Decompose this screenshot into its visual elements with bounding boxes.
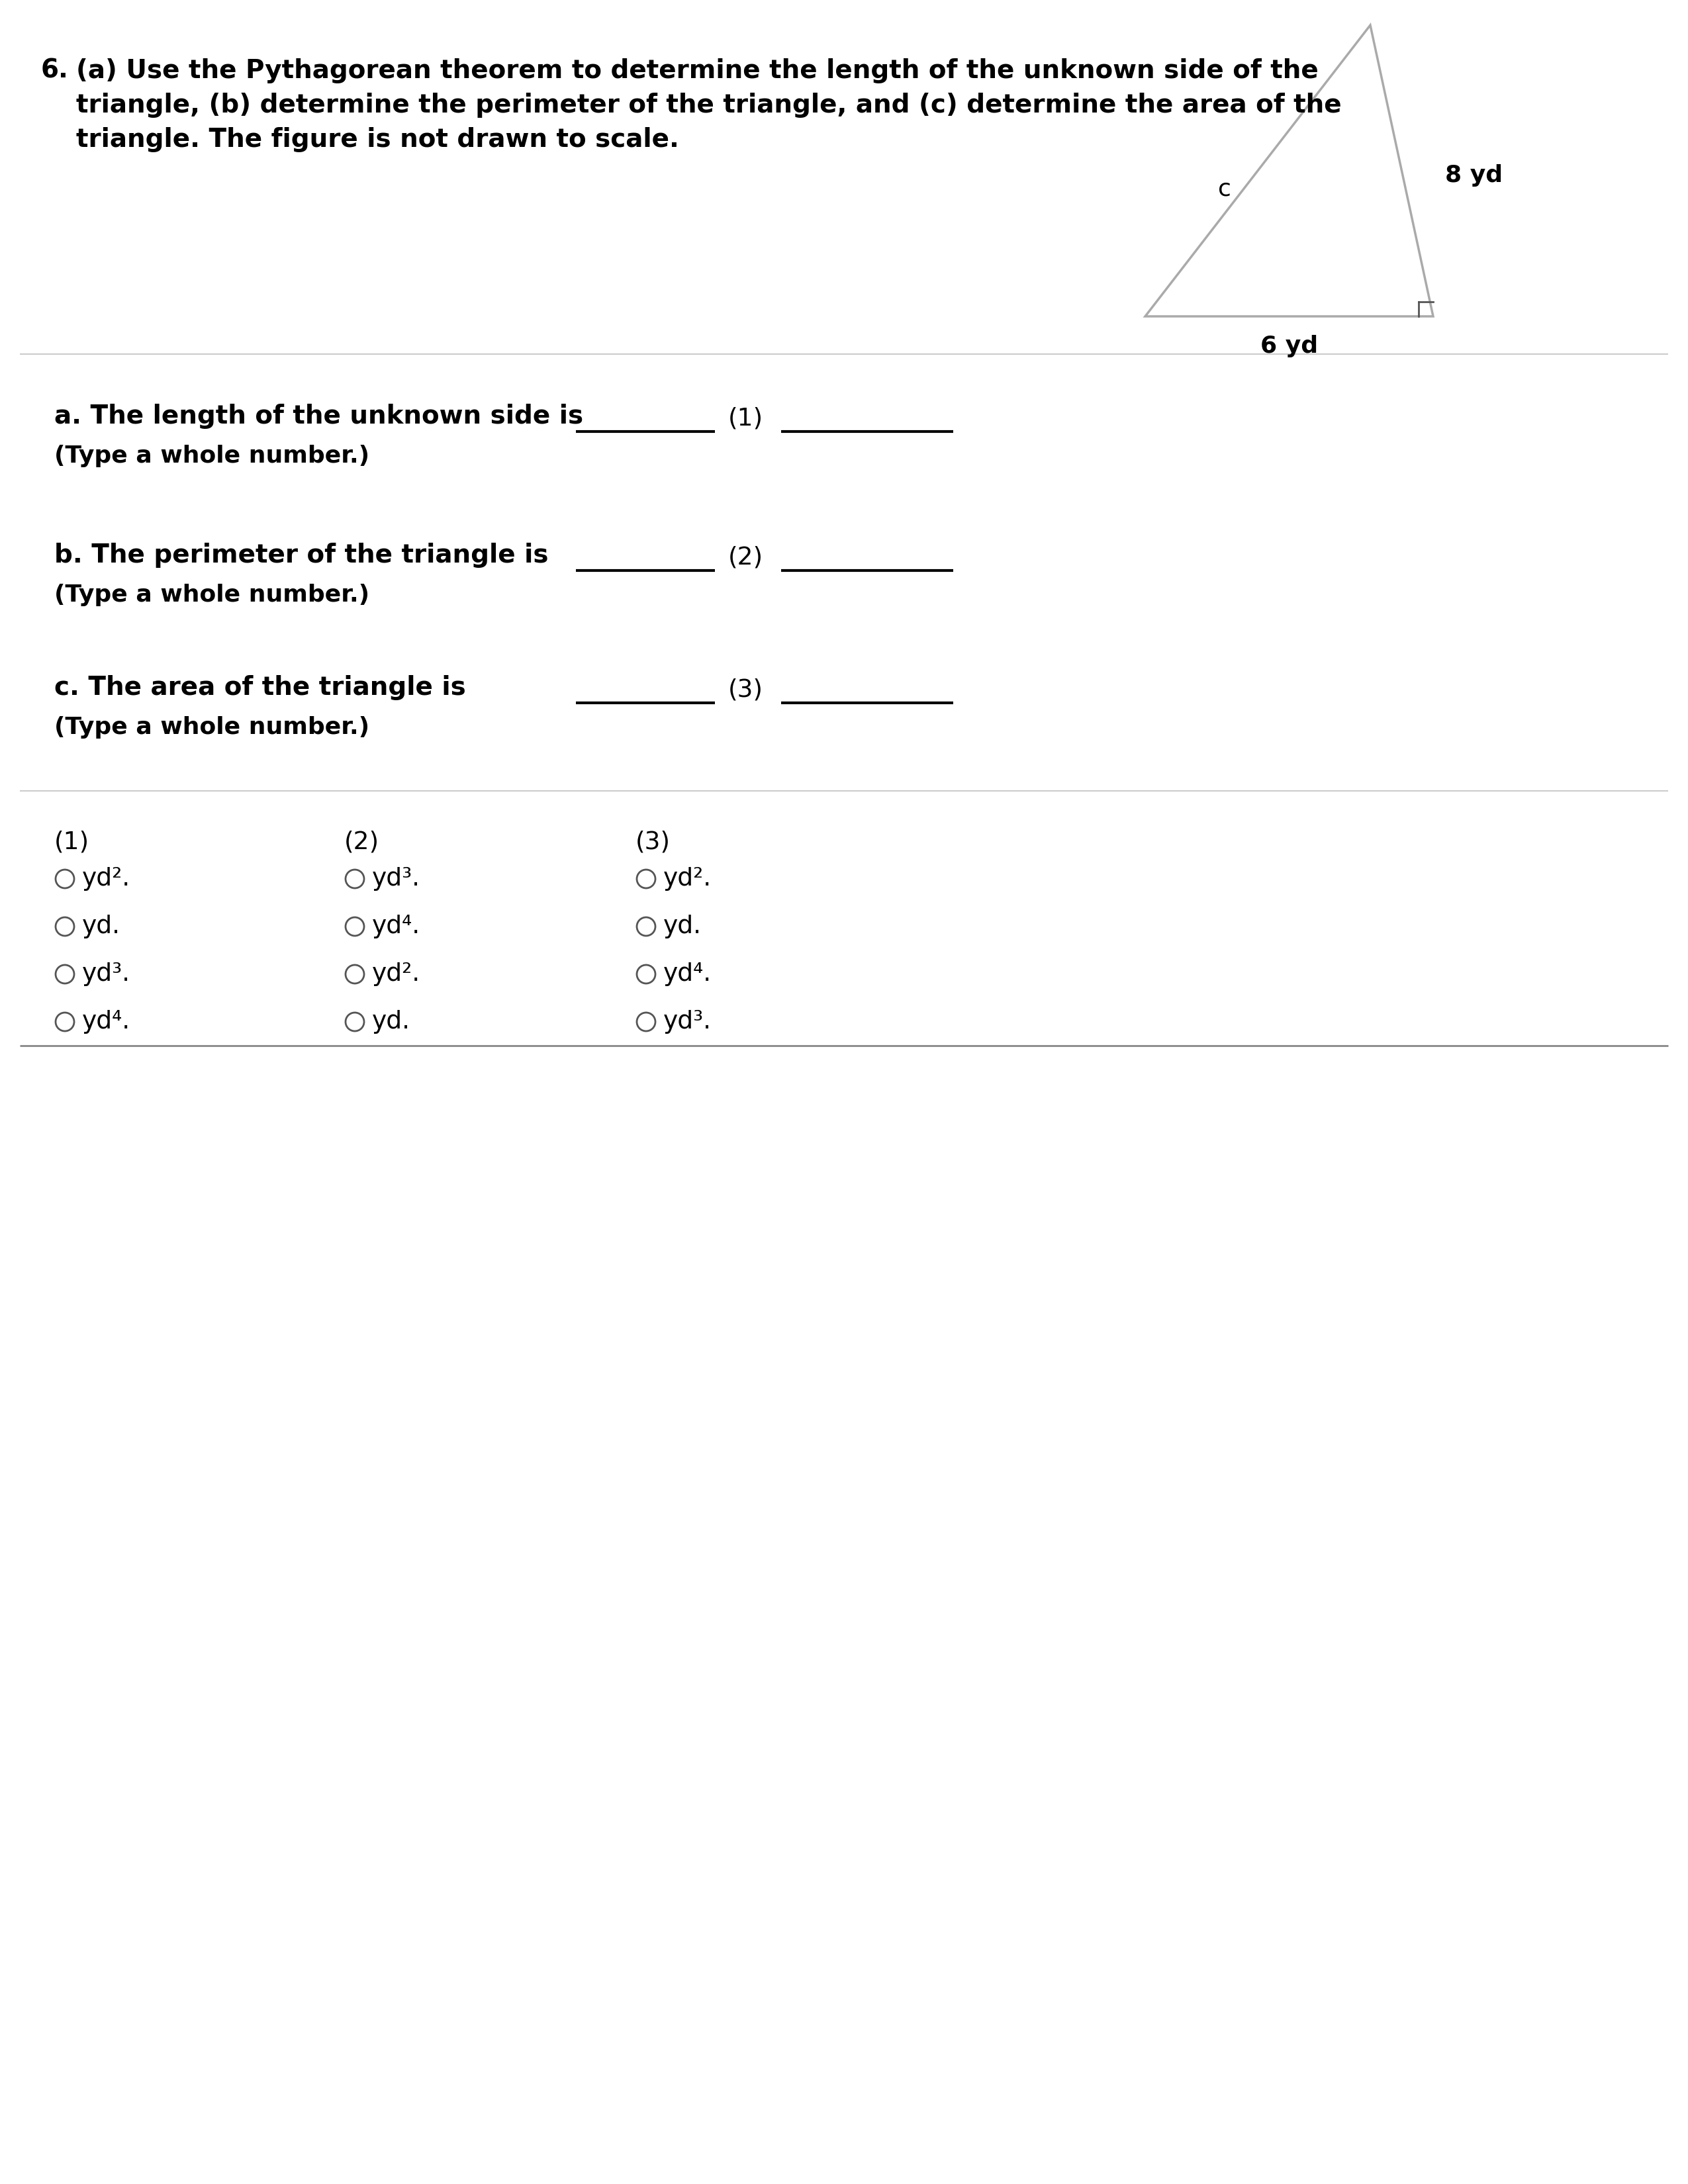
Text: (3): (3) bbox=[635, 830, 670, 854]
Text: yd⁴.: yd⁴. bbox=[663, 963, 712, 987]
Text: yd³.: yd³. bbox=[83, 963, 130, 987]
Text: b. The perimeter of the triangle is: b. The perimeter of the triangle is bbox=[54, 542, 549, 568]
Text: triangle, (b) determine the perimeter of the triangle, and (c) determine the are: triangle, (b) determine the perimeter of… bbox=[76, 92, 1342, 118]
Text: (1): (1) bbox=[728, 406, 763, 430]
Text: (2): (2) bbox=[728, 546, 763, 570]
Text: (2): (2) bbox=[344, 830, 380, 854]
Text: (3): (3) bbox=[728, 679, 763, 703]
Text: yd³.: yd³. bbox=[663, 1009, 712, 1033]
Text: yd⁴.: yd⁴. bbox=[83, 1009, 130, 1033]
Text: a. The length of the unknown side is: a. The length of the unknown side is bbox=[54, 404, 584, 428]
Text: yd³.: yd³. bbox=[371, 867, 420, 891]
Text: yd².: yd². bbox=[663, 867, 712, 891]
Text: yd².: yd². bbox=[371, 963, 420, 987]
Text: 8 yd: 8 yd bbox=[1445, 164, 1502, 186]
Text: (a) Use the Pythagorean theorem to determine the length of the unknown side of t: (a) Use the Pythagorean theorem to deter… bbox=[76, 59, 1318, 83]
Text: yd.: yd. bbox=[663, 915, 702, 939]
Text: c. The area of the triangle is: c. The area of the triangle is bbox=[54, 675, 466, 701]
Text: 6.: 6. bbox=[41, 59, 69, 83]
Text: triangle. The figure is not drawn to scale.: triangle. The figure is not drawn to sca… bbox=[76, 127, 679, 153]
Text: (Type a whole number.): (Type a whole number.) bbox=[54, 583, 370, 607]
Text: yd.: yd. bbox=[371, 1009, 410, 1033]
Text: c: c bbox=[1219, 177, 1231, 201]
Text: (Type a whole number.): (Type a whole number.) bbox=[54, 716, 370, 738]
Text: 6 yd: 6 yd bbox=[1261, 334, 1318, 358]
Text: yd⁴.: yd⁴. bbox=[371, 915, 420, 939]
Text: (1): (1) bbox=[54, 830, 89, 854]
Text: yd².: yd². bbox=[83, 867, 130, 891]
Text: (Type a whole number.): (Type a whole number.) bbox=[54, 446, 370, 467]
Text: yd.: yd. bbox=[83, 915, 120, 939]
